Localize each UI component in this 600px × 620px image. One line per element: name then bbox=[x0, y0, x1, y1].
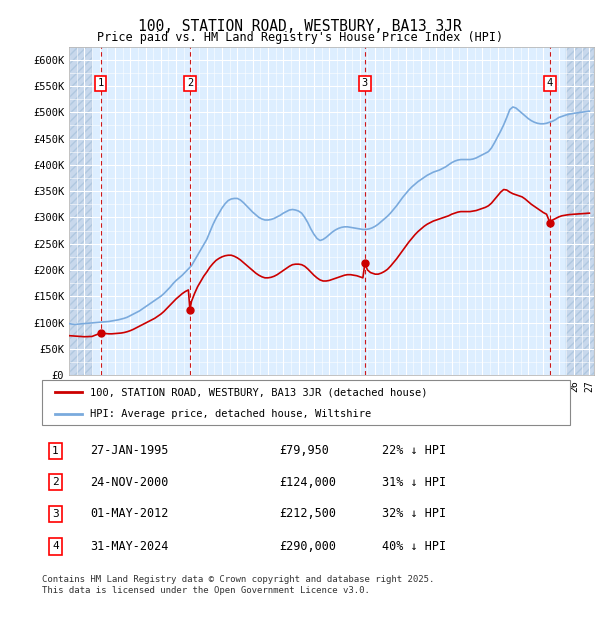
Text: 40% ↓ HPI: 40% ↓ HPI bbox=[382, 540, 446, 553]
Text: Contains HM Land Registry data © Crown copyright and database right 2025.
This d: Contains HM Land Registry data © Crown c… bbox=[42, 575, 434, 595]
Bar bbox=[69, 46, 92, 375]
Text: 3: 3 bbox=[52, 509, 59, 519]
Text: 2: 2 bbox=[52, 477, 59, 487]
Text: 24-NOV-2000: 24-NOV-2000 bbox=[91, 476, 169, 489]
Text: Price paid vs. HM Land Registry's House Price Index (HPI): Price paid vs. HM Land Registry's House … bbox=[97, 31, 503, 44]
Text: 100, STATION ROAD, WESTBURY, BA13 3JR (detached house): 100, STATION ROAD, WESTBURY, BA13 3JR (d… bbox=[89, 387, 427, 397]
Text: 22% ↓ HPI: 22% ↓ HPI bbox=[382, 445, 446, 458]
Bar bbox=[566, 46, 594, 375]
Text: 1: 1 bbox=[98, 78, 104, 88]
Text: 4: 4 bbox=[547, 78, 553, 88]
Text: £290,000: £290,000 bbox=[280, 540, 337, 553]
Text: £79,950: £79,950 bbox=[280, 445, 329, 458]
Text: 1: 1 bbox=[52, 446, 59, 456]
Text: £212,500: £212,500 bbox=[280, 507, 337, 520]
Text: £124,000: £124,000 bbox=[280, 476, 337, 489]
Text: HPI: Average price, detached house, Wiltshire: HPI: Average price, detached house, Wilt… bbox=[89, 409, 371, 419]
Text: 27-JAN-1995: 27-JAN-1995 bbox=[91, 445, 169, 458]
Text: 4: 4 bbox=[52, 541, 59, 551]
Text: 31-MAY-2024: 31-MAY-2024 bbox=[91, 540, 169, 553]
Text: 100, STATION ROAD, WESTBURY, BA13 3JR: 100, STATION ROAD, WESTBURY, BA13 3JR bbox=[138, 19, 462, 33]
Text: 32% ↓ HPI: 32% ↓ HPI bbox=[382, 507, 446, 520]
FancyBboxPatch shape bbox=[42, 380, 570, 425]
Text: 01-MAY-2012: 01-MAY-2012 bbox=[91, 507, 169, 520]
Text: 31% ↓ HPI: 31% ↓ HPI bbox=[382, 476, 446, 489]
Text: 2: 2 bbox=[187, 78, 193, 88]
Text: 3: 3 bbox=[362, 78, 368, 88]
